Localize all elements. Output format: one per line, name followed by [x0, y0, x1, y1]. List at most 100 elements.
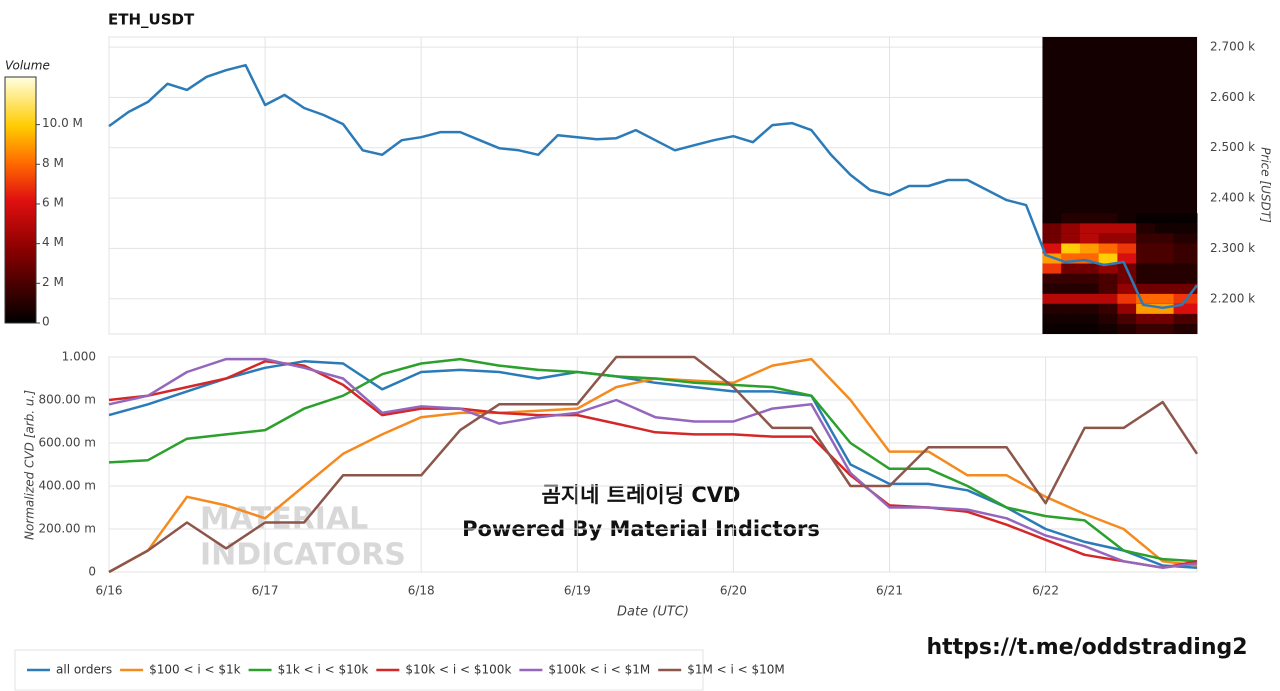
heatmap-cell	[1154, 243, 1175, 254]
heatmap-cell	[1079, 293, 1100, 304]
x-tick-label: 6/17	[252, 584, 279, 598]
legend-label: $1M < i < $10M	[687, 663, 785, 677]
annotation: 곰지네 트레이딩 CVD	[542, 483, 741, 507]
heatmap-cell	[1154, 293, 1175, 304]
heatmap-cell	[1154, 223, 1175, 234]
colorbar-tick-label: 8 M	[42, 156, 64, 170]
legend-label: $100k < i < $1M	[548, 663, 650, 677]
y-axis-label: Price [USDT]	[1259, 147, 1273, 223]
legend-label: $1k < i < $10k	[278, 663, 369, 677]
heatmap-cell	[1079, 233, 1100, 244]
x-tick-label: 6/22	[1032, 584, 1059, 598]
heatmap-cell	[1173, 213, 1198, 224]
colorbar-title: Volume	[5, 59, 50, 73]
y-tick-label: 400.00 m	[39, 479, 97, 493]
heatmap-cell	[1117, 243, 1137, 254]
heatmap-cell	[1061, 253, 1081, 264]
x-axis-label: Date (UTC)	[617, 605, 689, 620]
legend-label: all orders	[56, 663, 112, 677]
heatmap-cell	[1154, 303, 1175, 314]
x-tick-label: 6/16	[96, 584, 123, 598]
heatmap-cell	[1117, 273, 1137, 284]
heatmap-cell	[1117, 313, 1137, 324]
y-tick-label: 2.600 k	[1210, 90, 1255, 104]
data-line	[108, 355, 1199, 574]
heatmap-cell	[1154, 313, 1175, 324]
heatmap-cell	[1042, 323, 1062, 334]
heatmap-cell	[1154, 213, 1175, 224]
heatmap-cell	[1154, 273, 1175, 284]
data-line	[108, 63, 1198, 310]
colorbar-tick-label: 10.0 M	[42, 116, 83, 130]
heatmap-cell	[1154, 253, 1175, 264]
heatmap-cell	[1061, 273, 1081, 284]
heatmap-cell	[1098, 213, 1118, 224]
heatmap-cell	[1117, 213, 1137, 224]
y-tick-label: 2.300 k	[1210, 241, 1255, 255]
heatmap-cell	[1098, 303, 1118, 314]
heatmap-cell	[1136, 253, 1156, 264]
y-axis-label: Normalized CVD [arb. u.]	[23, 390, 37, 540]
heatmap-cell	[1061, 323, 1081, 334]
data-line	[108, 357, 1198, 569]
heatmap-cell	[1117, 223, 1137, 234]
watermark: MATERIAL	[200, 502, 368, 537]
heatmap-cell	[1061, 263, 1081, 274]
heatmap-cell	[1154, 283, 1175, 294]
heatmap-cell	[1079, 313, 1100, 324]
heatmap-cell	[1061, 293, 1081, 304]
heatmap-cell	[1173, 283, 1198, 294]
colorbar-tick-label: 4 M	[42, 235, 64, 249]
colorbar	[4, 76, 37, 324]
watermark: INDICATORS	[200, 538, 406, 573]
heatmap-cell	[1136, 313, 1156, 324]
heatmap-cell	[1079, 303, 1100, 314]
heatmap-cell	[1117, 253, 1137, 264]
x-tick-label: 6/19	[564, 584, 591, 598]
y-tick-label: 600.00 m	[39, 436, 97, 450]
heatmap-cell	[1079, 283, 1100, 294]
heatmap-cell	[1154, 323, 1175, 334]
heatmap-cell	[1042, 233, 1062, 244]
heatmap-cell	[1098, 273, 1118, 284]
heatmap-cell	[1042, 213, 1062, 224]
heatmap-cell	[1042, 243, 1062, 254]
legend-label: $100 < i < $1k	[149, 663, 241, 677]
heatmap-cell	[1079, 223, 1100, 234]
heatmap-cell	[1136, 303, 1156, 314]
colorbar-tick-label: 6 M	[42, 195, 64, 209]
heatmap-cell	[1136, 243, 1156, 254]
heatmap-cell	[1061, 303, 1081, 314]
heatmap-cell	[1154, 233, 1175, 244]
heatmap-cell	[1173, 233, 1198, 244]
heatmap-cell	[1079, 273, 1100, 284]
x-tick-label: 6/18	[408, 584, 435, 598]
heatmap-cell	[1061, 313, 1081, 324]
heatmap-cell	[1173, 223, 1198, 234]
heatmap-cell	[1042, 313, 1062, 324]
y-tick-label: 2.700 k	[1210, 40, 1255, 54]
y-tick-label: 2.200 k	[1210, 291, 1255, 305]
heatmap-cell	[1098, 293, 1118, 304]
heatmap-cell	[1117, 233, 1137, 244]
heatmap-cell	[1173, 323, 1198, 334]
legend-label: $10k < i < $100k	[405, 663, 511, 677]
footer-link: https://t.me/oddstrading2	[926, 635, 1247, 660]
heatmap-cell	[1098, 313, 1118, 324]
heatmap-cell	[1098, 253, 1118, 264]
x-tick-label: 6/20	[720, 584, 747, 598]
heatmap-cell	[1136, 263, 1156, 274]
heatmap-cell	[1136, 273, 1156, 284]
x-tick-label: 6/21	[876, 584, 903, 598]
heatmap-cell	[1173, 253, 1198, 264]
heatmap-cell	[1154, 263, 1175, 274]
heatmap-cell	[1173, 313, 1198, 324]
heatmap-cell	[1173, 273, 1198, 284]
heatmap-cell	[1042, 283, 1062, 294]
heatmap-cell	[1079, 253, 1100, 264]
heatmap-cell	[1061, 243, 1081, 254]
y-tick-label: 200.00 m	[39, 522, 97, 536]
heatmap-cell	[1136, 233, 1156, 244]
heatmap-cell	[1061, 213, 1081, 224]
heatmap-cell	[1173, 243, 1198, 254]
